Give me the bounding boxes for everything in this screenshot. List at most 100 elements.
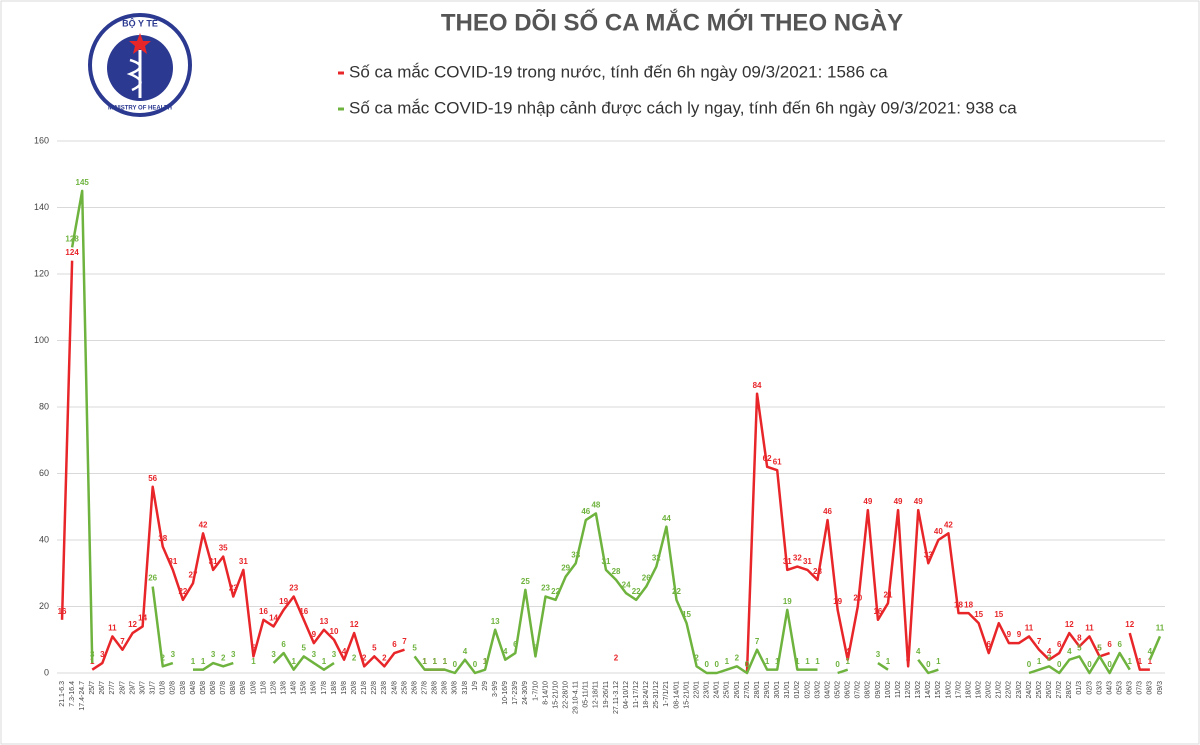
x-tick-label: 10/02 bbox=[885, 681, 892, 699]
x-tick-label: 08/8 bbox=[230, 681, 237, 695]
x-tick-label: 18-24/12 bbox=[643, 681, 650, 709]
x-tick-label: 28/7 bbox=[119, 681, 126, 695]
x-tick-label: 23/8 bbox=[381, 681, 388, 695]
data-label: 44 bbox=[662, 514, 671, 523]
data-label: 0 bbox=[1107, 660, 1112, 669]
x-tick-label: 06/02 bbox=[845, 681, 852, 699]
data-label: 1 bbox=[1138, 657, 1143, 666]
x-tick-label: 03/02 bbox=[814, 681, 821, 699]
data-label: 1 bbox=[725, 657, 730, 666]
data-label: 1 bbox=[1128, 657, 1133, 666]
y-tick-label: 40 bbox=[39, 534, 49, 544]
data-label: 1 bbox=[201, 657, 206, 666]
data-label: 24 bbox=[622, 580, 631, 589]
y-tick-label: 60 bbox=[39, 468, 49, 478]
data-label: 16 bbox=[58, 607, 67, 616]
x-tick-label: 16/02 bbox=[945, 681, 952, 699]
data-label: 1 bbox=[433, 657, 438, 666]
data-label: 48 bbox=[591, 501, 600, 510]
y-tick-label: 20 bbox=[39, 601, 49, 611]
data-label: 1 bbox=[483, 657, 488, 666]
data-label: 26 bbox=[642, 574, 651, 583]
x-tick-label: 28/02 bbox=[1066, 681, 1073, 699]
x-tick-label: 29.10-4.11 bbox=[573, 681, 580, 714]
data-label: 2 bbox=[221, 653, 226, 662]
x-tick-label: 07/3 bbox=[1137, 681, 1144, 695]
data-label: 3 bbox=[90, 650, 95, 659]
x-tick-label: 26/01 bbox=[734, 681, 741, 699]
data-label: 2 bbox=[906, 653, 911, 662]
data-label: 1 bbox=[291, 657, 296, 666]
data-label: 1 bbox=[795, 657, 800, 666]
x-tick-label: 26/8 bbox=[411, 681, 418, 695]
data-label: 19 bbox=[279, 597, 288, 606]
x-tick-label: 19-26/11 bbox=[603, 681, 610, 708]
data-label: 18 bbox=[954, 600, 963, 609]
series-line bbox=[70, 189, 1162, 675]
data-label: 5 bbox=[533, 643, 538, 652]
data-label: 15 bbox=[682, 610, 691, 619]
x-tick-label: 20/02 bbox=[986, 681, 993, 699]
y-tick-label: 80 bbox=[39, 401, 49, 411]
x-tick-label: 08/02 bbox=[865, 681, 872, 699]
x-tick-label: 06/3 bbox=[1127, 681, 1134, 695]
logo-snake bbox=[126, 58, 142, 92]
data-label: 0 bbox=[453, 660, 458, 669]
x-tick-label: 12/02 bbox=[905, 681, 912, 699]
x-tick-label: 19/8 bbox=[341, 681, 348, 695]
x-tick-label: 05/02 bbox=[834, 681, 841, 699]
x-tick-label: 20/8 bbox=[351, 681, 358, 695]
data-label: 22 bbox=[551, 587, 560, 596]
data-label: 1 bbox=[775, 657, 780, 666]
x-tick-label: 09/02 bbox=[875, 681, 882, 699]
data-label: 11 bbox=[1025, 624, 1034, 633]
data-label: 2 bbox=[694, 653, 699, 662]
data-label: 1 bbox=[191, 657, 196, 666]
x-tick-label: 29/7 bbox=[129, 681, 136, 695]
data-label: 49 bbox=[894, 497, 903, 506]
data-label: 1 bbox=[765, 657, 770, 666]
data-label: 145 bbox=[76, 178, 90, 187]
data-label: 0 bbox=[926, 660, 931, 669]
legend-label: Số ca mắc COVID-19 nhập cảnh được cách l… bbox=[349, 98, 1017, 117]
data-label: 31 bbox=[602, 557, 611, 566]
x-tick-label: 05/8 bbox=[200, 681, 207, 695]
x-tick-label: 21/02 bbox=[996, 681, 1003, 699]
data-label: 16 bbox=[873, 607, 882, 616]
x-tick-label: 16/8 bbox=[311, 681, 318, 695]
data-label: 49 bbox=[914, 497, 923, 506]
x-tick-label: 30/7 bbox=[139, 681, 146, 695]
data-label: 7 bbox=[402, 637, 407, 646]
data-label: 1 bbox=[1037, 657, 1042, 666]
data-label: 1 bbox=[815, 657, 820, 666]
x-tick-label: 02/02 bbox=[804, 681, 811, 699]
data-label: 15 bbox=[994, 610, 1003, 619]
data-label: 5 bbox=[1077, 643, 1082, 652]
data-label: 23 bbox=[289, 584, 298, 593]
x-tick-label: 18/02 bbox=[965, 681, 972, 699]
data-label: 14 bbox=[138, 614, 147, 623]
x-tick-label: 02/8 bbox=[170, 681, 177, 695]
data-label: 4 bbox=[1067, 647, 1072, 656]
data-label: 6 bbox=[1117, 640, 1122, 649]
data-label: 1 bbox=[322, 657, 327, 666]
x-tick-label: 08/3 bbox=[1147, 681, 1154, 695]
data-label: 1 bbox=[251, 657, 256, 666]
data-label: 1 bbox=[936, 657, 941, 666]
x-tick-label: 21/8 bbox=[361, 681, 368, 695]
x-tick-label: 09/3 bbox=[1157, 681, 1164, 695]
data-label: 6 bbox=[987, 640, 992, 649]
data-label: 124 bbox=[65, 248, 79, 257]
data-label: 0 bbox=[473, 660, 478, 669]
x-tick-label: 04-10/12 bbox=[623, 681, 630, 709]
data-label: 2 bbox=[352, 653, 357, 662]
data-label: 21 bbox=[884, 590, 893, 599]
x-tick-label: 01/02 bbox=[794, 681, 801, 699]
data-label: 3 bbox=[332, 650, 337, 659]
x-tick-label: 01/8 bbox=[160, 681, 167, 695]
data-label: 6 bbox=[392, 640, 397, 649]
x-tick-label: 1/9 bbox=[472, 681, 479, 691]
x-tick-label: 29/01 bbox=[764, 681, 771, 699]
x-tick-label: 23/02 bbox=[1016, 681, 1023, 699]
